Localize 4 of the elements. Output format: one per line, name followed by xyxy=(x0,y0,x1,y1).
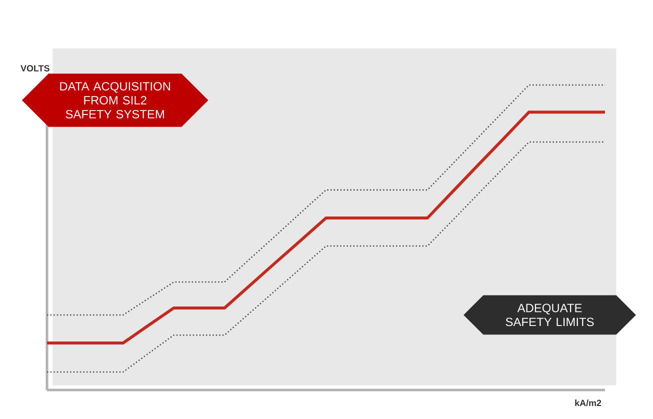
annotation: ADEQUATE SAFETY LIMITS xyxy=(506,304,594,326)
annotation: DATA ACQUISITION FROM SIL2 SAFETY SYSTEM xyxy=(60,82,170,118)
y-axis-title: VOLTS xyxy=(20,65,50,72)
x-axis-title: kA/m2 xyxy=(575,400,602,406)
